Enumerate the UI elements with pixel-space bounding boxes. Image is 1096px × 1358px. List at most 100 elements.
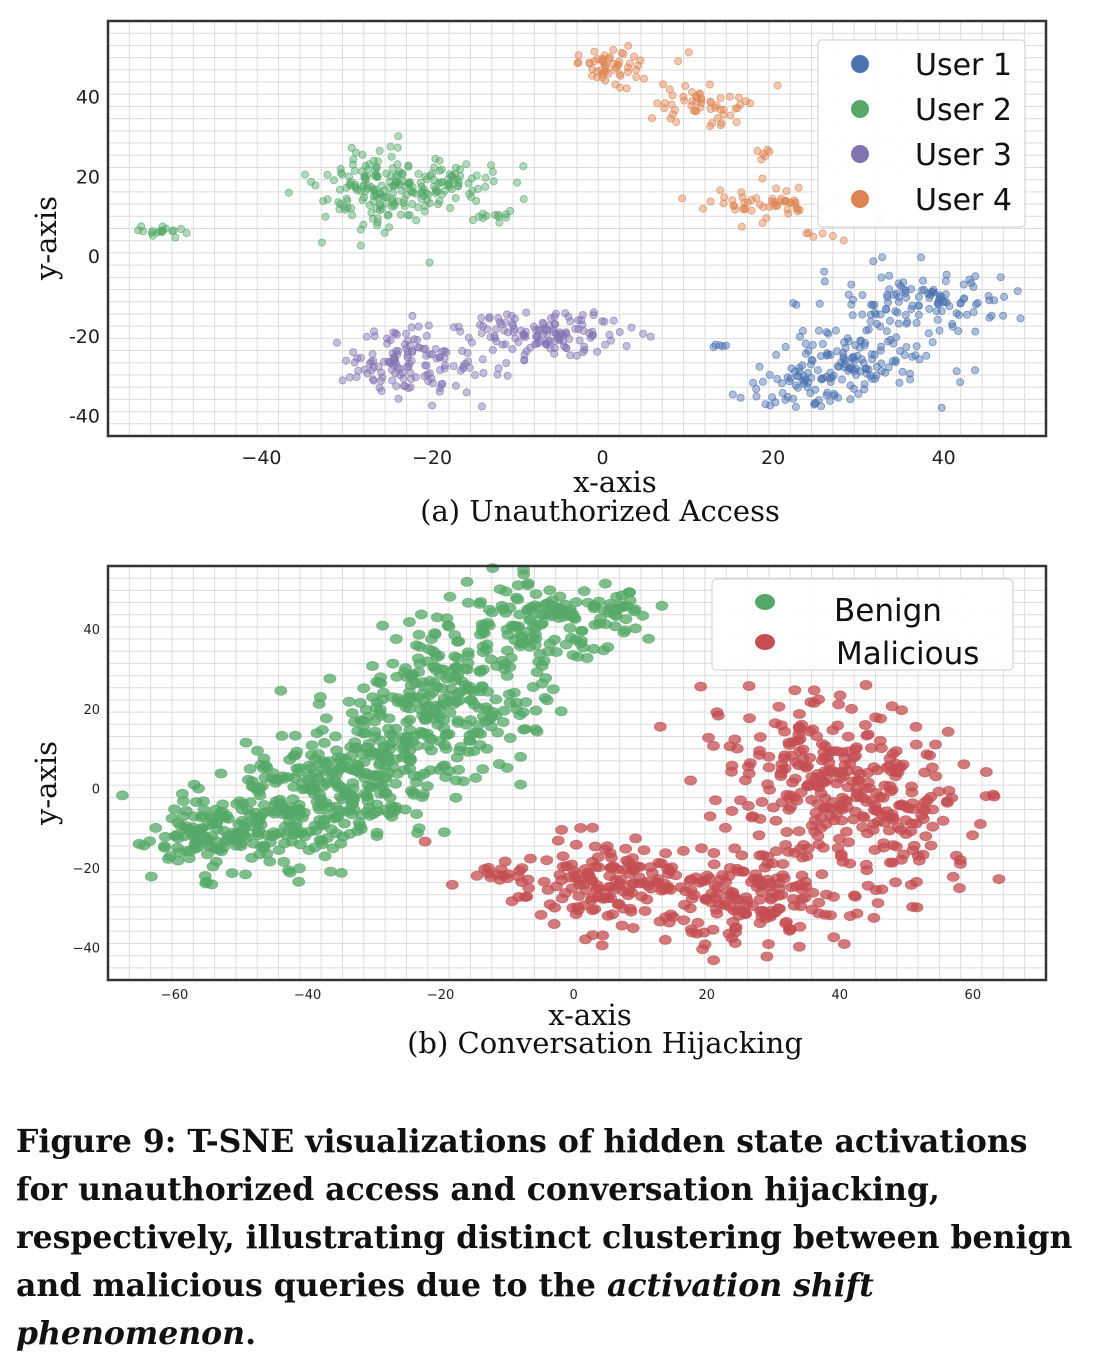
- data-point: [543, 585, 557, 596]
- data-point: [496, 717, 510, 728]
- data-point: [867, 818, 881, 829]
- data-point: [726, 111, 735, 120]
- data-point: [384, 210, 393, 219]
- data-point: [380, 186, 389, 195]
- data-point: [827, 891, 840, 902]
- data-point: [273, 794, 287, 805]
- data-point: [945, 302, 954, 311]
- data-point: [895, 705, 908, 716]
- data-point: [762, 214, 771, 223]
- data-point: [360, 187, 369, 196]
- data-point: [990, 296, 999, 305]
- data-point: [868, 844, 882, 855]
- data-point: [855, 343, 864, 352]
- data-point: [783, 205, 792, 214]
- data-point: [966, 830, 979, 841]
- data-point: [189, 797, 203, 808]
- data-point: [420, 207, 429, 216]
- data-point: [305, 740, 319, 751]
- data-point: [414, 609, 428, 620]
- data-point: [793, 207, 802, 216]
- data-point: [762, 939, 775, 950]
- data-point: [862, 326, 871, 335]
- data-point: [871, 898, 885, 909]
- data-point: [477, 402, 486, 411]
- data-point: [543, 899, 557, 910]
- data-point: [692, 107, 701, 116]
- caption-end: .: [245, 1315, 257, 1352]
- x-axis-label: x-axis: [548, 998, 631, 1032]
- data-point: [506, 206, 515, 215]
- data-point: [801, 781, 814, 792]
- data-point: [432, 702, 446, 713]
- data-point: [410, 809, 424, 820]
- data-point: [875, 884, 889, 895]
- data-point: [357, 683, 371, 694]
- data-point: [575, 336, 584, 345]
- data-point: [456, 171, 465, 180]
- data-point: [638, 905, 652, 916]
- data-point: [971, 327, 980, 336]
- data-point: [615, 327, 624, 336]
- data-point: [321, 212, 330, 221]
- data-point: [606, 909, 619, 920]
- data-point: [841, 765, 855, 776]
- data-point: [878, 817, 892, 828]
- data-point: [243, 763, 257, 774]
- x-tick-label: −20: [427, 988, 454, 1003]
- data-point: [411, 373, 420, 382]
- data-point: [922, 351, 931, 360]
- data-point: [792, 300, 801, 309]
- data-point: [485, 607, 499, 618]
- data-point: [728, 937, 742, 948]
- x-tick-label: −60: [161, 988, 188, 1003]
- y-tick-label: -20: [69, 326, 100, 348]
- data-point: [403, 692, 417, 703]
- data-point: [393, 143, 402, 152]
- data-point: [443, 707, 457, 718]
- data-point: [272, 845, 286, 856]
- data-point: [454, 322, 463, 331]
- legend: Benign Malicious: [711, 578, 1014, 672]
- data-point: [755, 796, 769, 807]
- data-point: [241, 774, 255, 785]
- data-point: [885, 271, 894, 280]
- data-point: [668, 91, 677, 100]
- data-point: [520, 355, 529, 364]
- data-point: [940, 796, 954, 807]
- data-point: [498, 340, 507, 349]
- data-point: [302, 845, 316, 856]
- data-point: [557, 611, 571, 622]
- data-point: [786, 198, 795, 207]
- data-point: [541, 646, 555, 657]
- data-point: [381, 193, 390, 202]
- data-point: [679, 92, 688, 101]
- data-point: [374, 678, 388, 689]
- y-tick-label: 20: [76, 166, 100, 188]
- data-point: [875, 743, 888, 754]
- data-point: [368, 731, 382, 742]
- data-point: [449, 362, 458, 371]
- data-point: [345, 373, 354, 382]
- data-point: [514, 337, 523, 346]
- data-point: [385, 692, 399, 703]
- data-point: [539, 673, 553, 684]
- data-point: [535, 660, 549, 671]
- data-point: [479, 368, 488, 377]
- data-point: [588, 619, 602, 630]
- data-point: [356, 353, 365, 362]
- data-point: [956, 378, 965, 387]
- data-point: [349, 348, 358, 357]
- data-point: [311, 749, 325, 760]
- data-point: [861, 338, 870, 347]
- data-point: [707, 859, 721, 870]
- data-point: [681, 81, 690, 90]
- y-tick-label: −40: [73, 942, 100, 957]
- data-point: [790, 196, 799, 205]
- data-point: [488, 345, 497, 354]
- data-point: [972, 300, 981, 309]
- data-point: [891, 307, 900, 316]
- data-point: [425, 199, 434, 208]
- data-point: [630, 52, 639, 61]
- data-point: [171, 855, 185, 866]
